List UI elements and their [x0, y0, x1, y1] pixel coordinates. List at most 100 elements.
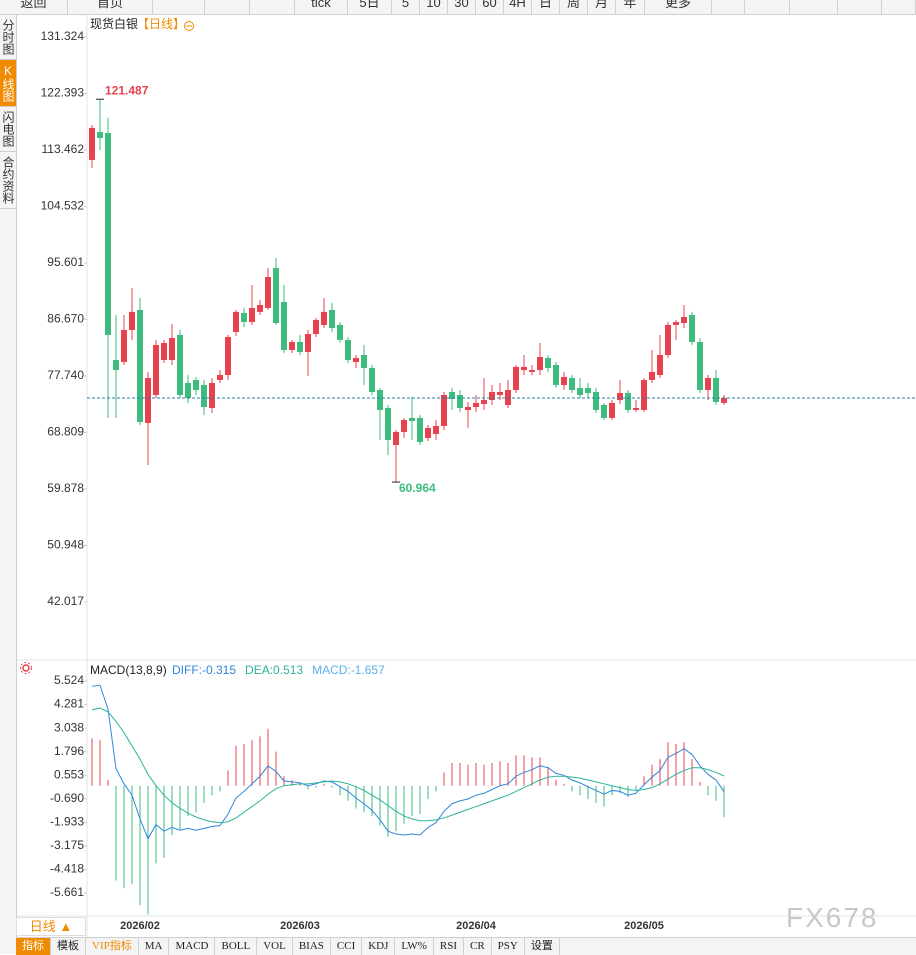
candle-body — [697, 341, 703, 390]
candle-body — [257, 304, 263, 312]
candle-body — [193, 379, 199, 390]
y-tick-label: 4.281 — [54, 697, 84, 711]
candle-body — [337, 324, 343, 340]
tool-button[interactable] — [153, 0, 205, 14]
candle-body — [105, 132, 111, 335]
candle-body — [513, 366, 519, 390]
period-button[interactable]: 月 — [588, 0, 616, 14]
tab[interactable]: CCI — [331, 938, 363, 955]
period-button[interactable]: 60 — [476, 0, 504, 14]
candle-body — [129, 311, 135, 330]
candle-body — [457, 394, 463, 408]
tab[interactable]: CR — [464, 938, 492, 955]
y-tick-label: -5.661 — [50, 885, 84, 899]
watermark: FX678 — [786, 902, 879, 933]
tab[interactable]: 模板 — [51, 938, 86, 955]
tab[interactable]: 指标 — [16, 938, 51, 955]
y-tick-label: -1.933 — [50, 815, 84, 829]
tool-button[interactable] — [205, 0, 250, 14]
tab[interactable]: LW% — [395, 938, 434, 955]
candle-body — [689, 314, 695, 342]
candle-body — [553, 364, 559, 385]
tool-button[interactable] — [712, 0, 745, 14]
tab[interactable]: VOL — [257, 938, 293, 955]
candle-body — [177, 334, 183, 395]
more-button[interactable]: 更多 — [645, 0, 712, 14]
y-tick-label: -3.175 — [50, 838, 84, 852]
tool-button[interactable] — [838, 0, 882, 14]
candle-body — [633, 407, 639, 410]
y-tick-label: 77.740 — [47, 368, 84, 382]
side-tab[interactable]: 分时图 — [0, 15, 16, 60]
tool-button[interactable] — [250, 0, 295, 14]
y-tick-label: 3.038 — [54, 720, 84, 734]
candle-body — [385, 407, 391, 440]
collapse-icon[interactable] — [184, 21, 194, 31]
period-button[interactable]: 周 — [560, 0, 588, 14]
side-tab[interactable]: 闪电图 — [0, 107, 16, 152]
period-button[interactable]: 5 — [392, 0, 420, 14]
candle-body — [465, 406, 471, 410]
tool-button[interactable] — [882, 0, 916, 14]
x-tick-label: 2026/04 — [456, 920, 497, 932]
tool-button[interactable] — [745, 0, 790, 14]
tab[interactable]: RSI — [434, 938, 464, 955]
candle-body — [409, 417, 415, 421]
toolbar: 返回 首页 tick 5日 5 10 30 60 4H 日 周 月 年 更多 — [0, 0, 916, 15]
candle-body — [497, 392, 503, 395]
candle-body — [585, 387, 591, 393]
period-button[interactable]: 5日 — [348, 0, 392, 14]
candle-body — [489, 392, 495, 400]
side-tab[interactable]: K线图 — [0, 60, 16, 107]
candle-body — [449, 392, 455, 399]
period-selector[interactable]: 日线 ▲ — [16, 917, 86, 936]
candle-body — [617, 392, 623, 400]
candle-body — [625, 392, 631, 410]
tab[interactable]: BIAS — [293, 938, 331, 955]
candle-body — [153, 344, 159, 395]
candle-body — [297, 341, 303, 352]
period-button[interactable]: 10 — [420, 0, 448, 14]
settings-icon[interactable] — [20, 662, 32, 674]
candle-body — [537, 356, 543, 370]
tab[interactable]: KDJ — [362, 938, 396, 955]
candle-body — [601, 404, 607, 418]
candle-body — [201, 384, 207, 407]
tab[interactable]: MA — [139, 938, 170, 955]
candle-body — [137, 309, 143, 422]
legend-label: DIFF:-0.315 — [172, 663, 236, 677]
period-button[interactable]: 30 — [448, 0, 476, 14]
y-tick-label: 68.809 — [47, 425, 84, 439]
side-tab[interactable]: 合约资料 — [0, 152, 16, 209]
tab[interactable]: MACD — [169, 938, 216, 955]
candle-body — [609, 402, 615, 418]
back-button[interactable]: 返回 — [0, 0, 68, 14]
chart-title: 现货白银 — [90, 16, 138, 31]
tab[interactable]: 设置 — [525, 938, 560, 955]
candle-body — [705, 377, 711, 390]
period-button[interactable]: tick — [295, 0, 348, 14]
indicator-line — [91, 684, 725, 840]
candle-body — [433, 425, 439, 434]
tool-button[interactable] — [790, 0, 838, 14]
y-tick-label: -0.690 — [50, 791, 84, 805]
candle-body — [529, 369, 535, 372]
candle-body — [713, 377, 719, 403]
tab[interactable]: VIP指标 — [86, 938, 139, 955]
legend-label: DEA:0.513 — [245, 663, 303, 677]
period-button[interactable]: 年 — [616, 0, 645, 14]
y-tick-label: -4.418 — [50, 862, 84, 876]
candle-body — [561, 376, 567, 385]
tab[interactable]: BOLL — [215, 938, 258, 955]
period-button[interactable]: 4H — [504, 0, 532, 14]
y-tick-label: 0.553 — [54, 767, 84, 781]
tab[interactable]: PSY — [492, 938, 525, 955]
period-button[interactable]: 日 — [532, 0, 560, 14]
side-tabs: 分时图 K线图 闪电图 合约资料 — [0, 15, 17, 954]
candle-body — [569, 377, 575, 390]
home-button[interactable]: 首页 — [68, 0, 153, 14]
candle-body — [289, 341, 295, 351]
candle-body — [577, 387, 583, 395]
candle-body — [361, 355, 367, 368]
chart-subtitle: 【日线】 — [137, 17, 185, 31]
